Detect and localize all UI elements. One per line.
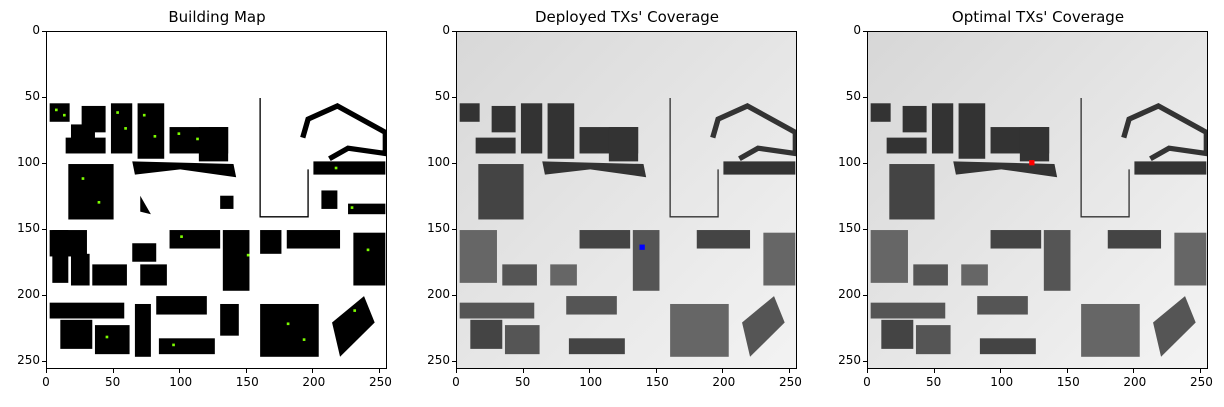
x-tick <box>933 369 935 373</box>
x-tick-label: 50 <box>104 375 121 389</box>
x-tick <box>245 369 247 373</box>
y-tick-label: 100 <box>838 155 861 170</box>
optimal-transmitter-marker <box>1029 160 1035 166</box>
x-tick-label: 50 <box>514 375 531 389</box>
y-tick <box>863 295 867 297</box>
y-tick <box>452 361 456 363</box>
y-tick-label: 100 <box>17 155 40 170</box>
y-tick-label: 250 <box>17 353 40 368</box>
x-tick <box>1000 369 1002 373</box>
y-tick-label: 50 <box>434 89 450 104</box>
x-tick <box>179 369 181 373</box>
x-tick-label: 250 <box>779 375 802 389</box>
y-tick <box>42 295 46 297</box>
x-tick-label: 150 <box>1056 375 1080 389</box>
y-tick-label: 50 <box>24 89 40 104</box>
y-tick-label: 0 <box>32 23 40 37</box>
y-tick-label: 50 <box>845 89 861 104</box>
image-frame <box>456 31 797 369</box>
x-tick <box>456 369 457 373</box>
y-tick-label: 250 <box>427 353 450 368</box>
y-tick <box>42 163 46 165</box>
y-tick-label: 150 <box>838 221 861 236</box>
x-tick-label: 200 <box>1123 375 1147 389</box>
building-map-image <box>49 98 386 357</box>
y-tick-label: 0 <box>442 23 450 37</box>
x-tick <box>379 369 380 373</box>
x-tick-label: 0 <box>863 375 871 389</box>
y-tick <box>42 361 46 363</box>
coverage-map-image <box>868 32 1207 368</box>
deployed-transmitter-marker <box>639 244 645 250</box>
y-tick-label: 100 <box>427 155 450 170</box>
x-tick-label: 200 <box>712 375 736 389</box>
x-tick <box>867 369 868 373</box>
y-tick <box>452 229 456 231</box>
x-tick <box>522 369 524 373</box>
y-tick <box>863 361 867 363</box>
y-tick <box>863 163 867 165</box>
coverage-map-image <box>457 32 796 368</box>
y-tick-label: 150 <box>17 221 40 236</box>
x-tick-label: 150 <box>235 375 259 389</box>
panel-title: Deployed TXs' Coverage <box>534 8 720 26</box>
y-tick-label: 0 <box>853 23 861 37</box>
x-tick-label: 100 <box>169 375 193 389</box>
x-tick-label: 150 <box>645 375 669 389</box>
x-tick-label: 100 <box>579 375 603 389</box>
x-tick <box>722 369 724 373</box>
x-tick-label: 250 <box>1190 375 1213 389</box>
y-tick <box>863 31 867 32</box>
y-tick-label: 200 <box>838 287 861 302</box>
x-tick <box>1066 369 1068 373</box>
y-tick <box>863 97 867 99</box>
image-frame <box>46 31 387 369</box>
y-tick-label: 150 <box>427 221 450 236</box>
y-tick <box>452 295 456 297</box>
x-tick <box>46 369 47 373</box>
x-tick <box>1200 369 1201 373</box>
y-tick <box>452 97 456 99</box>
x-tick <box>1133 369 1135 373</box>
x-tick <box>312 369 314 373</box>
image-frame <box>867 31 1208 369</box>
panel-title: Building Map <box>168 8 266 26</box>
y-tick <box>42 31 46 32</box>
x-tick-label: 100 <box>990 375 1014 389</box>
x-tick <box>655 369 657 373</box>
y-tick <box>42 97 46 99</box>
y-tick-label: 250 <box>838 353 861 368</box>
y-tick <box>863 229 867 231</box>
x-tick <box>589 369 591 373</box>
panel-title: Optimal TXs' Coverage <box>951 8 1125 26</box>
x-tick-label: 0 <box>42 375 50 389</box>
y-tick-label: 200 <box>427 287 450 302</box>
x-tick <box>789 369 790 373</box>
y-tick <box>452 163 456 165</box>
x-tick-label: 50 <box>925 375 942 389</box>
x-tick-label: 200 <box>302 375 326 389</box>
y-tick-label: 200 <box>17 287 40 302</box>
x-tick <box>112 369 114 373</box>
y-tick <box>452 31 456 32</box>
x-tick-label: 250 <box>369 375 392 389</box>
x-tick-label: 0 <box>452 375 460 389</box>
y-tick <box>42 229 46 231</box>
